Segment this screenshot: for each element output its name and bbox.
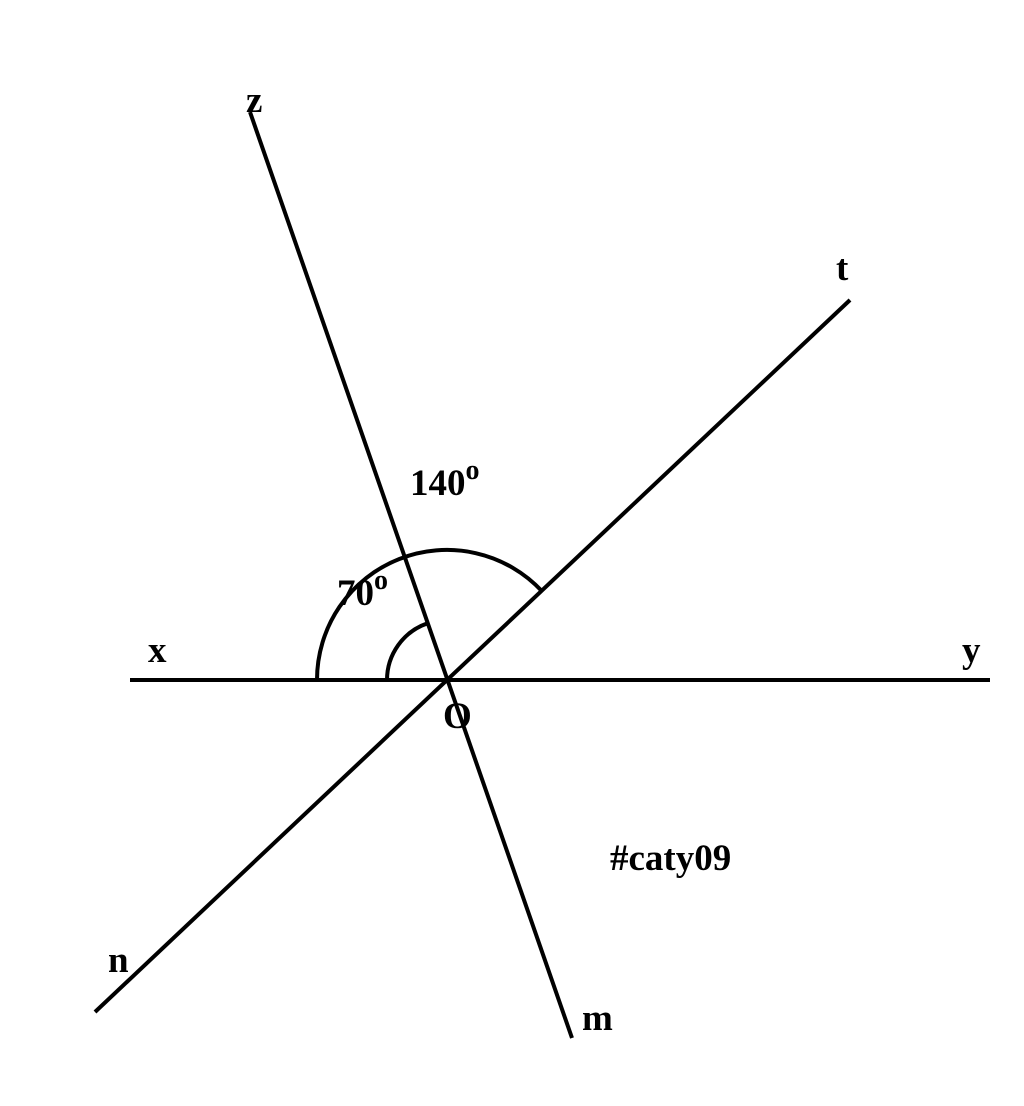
angle-label-140: 140o xyxy=(410,455,480,504)
label-t: t xyxy=(836,248,849,289)
angle-140-sup: o xyxy=(466,455,480,486)
ray-labels: O x y z m n t xyxy=(108,80,981,1039)
label-m: m xyxy=(582,998,613,1039)
angle-140-value: 140 xyxy=(410,463,466,504)
angle-label-70: 70o xyxy=(337,565,388,614)
line-nt xyxy=(95,300,850,1012)
label-n: n xyxy=(108,940,129,981)
label-z: z xyxy=(246,80,262,121)
arc-140deg xyxy=(317,550,542,680)
lines-group xyxy=(95,112,990,1038)
angle-arcs xyxy=(317,550,542,680)
angle-labels: 140o 70o xyxy=(337,455,480,614)
label-y: y xyxy=(962,630,981,671)
arc-70deg xyxy=(387,623,428,680)
watermark-text: #caty09 xyxy=(610,838,731,879)
angle-70-value: 70 xyxy=(337,573,374,614)
geometry-diagram: 140o 70o O x y z m n t #caty09 xyxy=(0,0,1024,1106)
label-O: O xyxy=(443,696,472,737)
label-x: x xyxy=(148,630,167,671)
angle-70-sup: o xyxy=(374,565,388,596)
